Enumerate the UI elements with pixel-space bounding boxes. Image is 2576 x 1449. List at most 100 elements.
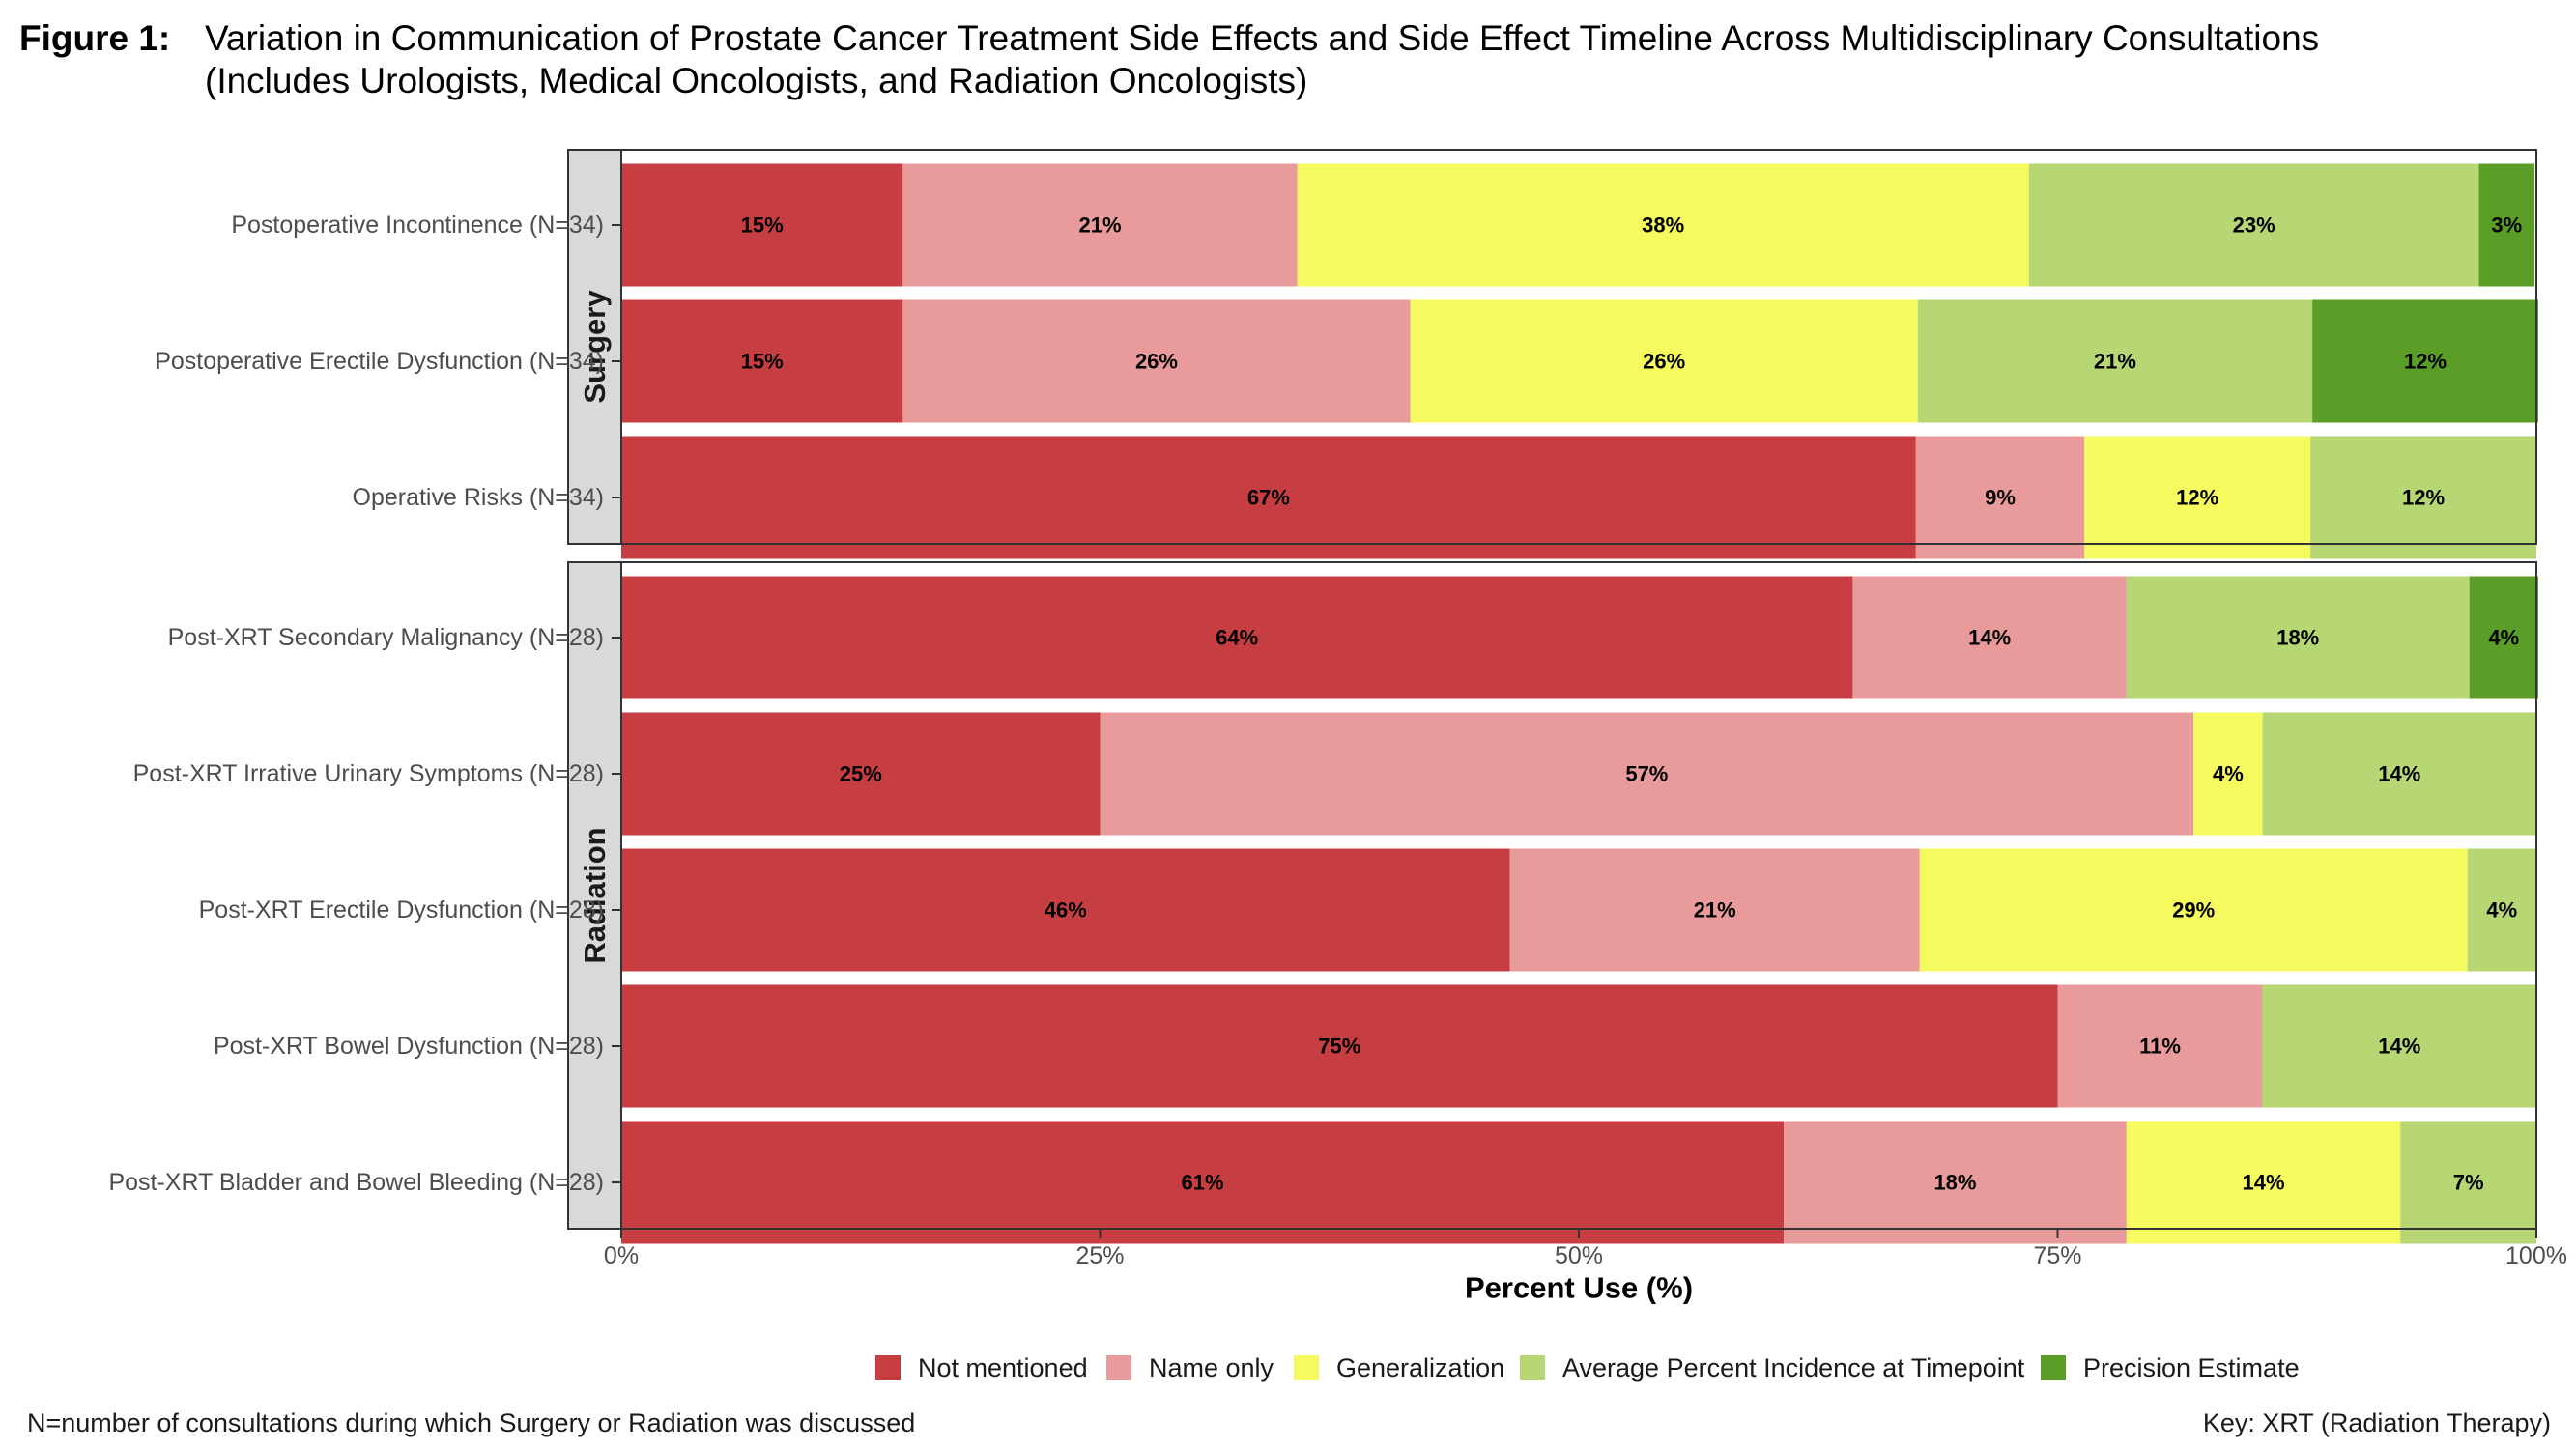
y-label-postoperative-incontinence-n-34: Postoperative Incontinence (N=34) [231, 212, 604, 239]
legend-item-name-only: Name only [1106, 1349, 1274, 1387]
bar-postoperative-erectile-dysfunction-n-34-not-mentioned [621, 299, 903, 423]
bar-operative-risks-n-34-generalization [2084, 436, 2311, 559]
data-label-post-xrt-erectile-dysfunction-n-28-average-percent-incidence-at-timepoint: 4% [2486, 898, 2517, 923]
data-label-post-xrt-bladder-and-bowel-bleeding-n-28-generalization: 14% [2243, 1171, 2285, 1195]
data-label-post-xrt-erectile-dysfunction-n-28-not-mentioned: 46% [1045, 898, 1087, 923]
bar-postoperative-incontinence-n-34-not-mentioned [621, 163, 903, 287]
footnote-key: Key: XRT (Radiation Therapy) [2202, 1408, 2551, 1437]
bar-post-xrt-bladder-and-bowel-bleeding-n-28-generalization [2126, 1121, 2401, 1244]
data-label-post-xrt-irrative-urinary-symptoms-n-28-average-percent-incidence-at-timepoint: 14% [2378, 762, 2420, 786]
chart-legend: Not mentioned Name only Generalization Aver… [0, 1349, 2576, 1387]
data-label-post-xrt-secondary-malignancy-n-28-not-mentioned: 64% [1216, 626, 1258, 650]
bar-post-xrt-irrative-urinary-symptoms-n-28-not-mentioned [621, 712, 1101, 836]
bar-post-xrt-erectile-dysfunction-n-28-generalization [1919, 848, 2468, 972]
legend-label-precision-estimate: Precision Estimate [2083, 1352, 2300, 1382]
bar-post-xrt-secondary-malignancy-n-28-average-percent-incidence-at-timepoint [2126, 576, 2470, 699]
y-label-post-xrt-secondary-malignancy-n-28: Post-XRT Secondary Malignancy (N=28) [168, 624, 604, 651]
data-label-post-xrt-irrative-urinary-symptoms-n-28-not-mentioned: 25% [840, 762, 882, 786]
data-label-postoperative-incontinence-n-34-average-percent-incidence-at-timepoint: 23% [2233, 213, 2275, 238]
bar-post-xrt-erectile-dysfunction-n-28-average-percent-incidence-at-timepoint [2467, 848, 2536, 972]
y-label-post-xrt-irrative-urinary-symptoms-n-28: Post-XRT Irrative Urinary Symptoms (N=28… [133, 760, 604, 787]
figure-title-line-1: Variation in Communication of Prostate C… [205, 18, 2320, 58]
legend-swatch-not-mentioned [875, 1355, 901, 1380]
data-label-post-xrt-bladder-and-bowel-bleeding-n-28-not-mentioned: 61% [1182, 1171, 1224, 1195]
data-label-post-xrt-secondary-malignancy-n-28-average-percent-incidence-at-timepoint: 18% [2276, 626, 2319, 650]
bar-post-xrt-secondary-malignancy-n-28-precision-estimate [2469, 576, 2538, 699]
data-label-postoperative-erectile-dysfunction-n-34-generalization: 26% [1643, 350, 1685, 374]
panel-border-surgery [620, 149, 2537, 545]
legend-swatch-name-only [1106, 1355, 1131, 1380]
legend-swatch-average-percent-incidence-at-timepoint [1520, 1355, 1545, 1380]
facet-label-radiation: Radiation [578, 827, 612, 963]
data-label-postoperative-erectile-dysfunction-n-34-average-percent-incidence-at-timepoint: 21% [2094, 350, 2136, 374]
bar-postoperative-erectile-dysfunction-n-34-average-percent-incidence-at-timepoint [1917, 299, 2313, 423]
y-label-post-xrt-erectile-dysfunction-n-28: Post-XRT Erectile Dysfunction (N=28) [199, 896, 604, 923]
facet-strip-radiation [567, 561, 622, 1230]
x-tick-label-3: 75% [2033, 1242, 2081, 1269]
bar-postoperative-incontinence-n-34-generalization [1297, 163, 2029, 287]
y-label-post-xrt-bowel-dysfunction-n-28: Post-XRT Bowel Dysfunction (N=28) [214, 1033, 604, 1060]
x-tick-label-0: 0% [604, 1242, 639, 1269]
x-tick-label-2: 50% [1555, 1242, 1603, 1269]
y-label-postoperative-erectile-dysfunction-n-34: Postoperative Erectile Dysfunction (N=34… [155, 348, 604, 375]
facet-label-surgery: Surgery [578, 290, 612, 404]
legend-label-generalization: Generalization [1336, 1352, 1505, 1382]
data-label-postoperative-incontinence-n-34-name-only: 21% [1078, 213, 1121, 238]
data-label-post-xrt-irrative-urinary-symptoms-n-28-name-only: 57% [1625, 762, 1668, 786]
legend-swatch-generalization [1294, 1355, 1319, 1380]
bar-post-xrt-bowel-dysfunction-n-28-not-mentioned [621, 984, 2058, 1108]
data-label-post-xrt-erectile-dysfunction-n-28-generalization: 29% [2172, 898, 2215, 923]
bar-postoperative-erectile-dysfunction-n-34-precision-estimate [2312, 299, 2538, 423]
data-label-operative-risks-n-34-generalization: 12% [2176, 486, 2218, 510]
bar-postoperative-erectile-dysfunction-n-34-name-only [902, 299, 1411, 423]
bar-postoperative-incontinence-n-34-name-only [902, 163, 1298, 287]
bar-post-xrt-irrative-urinary-symptoms-n-28-name-only [1100, 712, 2194, 836]
data-label-post-xrt-bladder-and-bowel-bleeding-n-28-average-percent-incidence-at-timepoint: 7% [2453, 1171, 2484, 1195]
bar-post-xrt-erectile-dysfunction-n-28-name-only [1509, 848, 1920, 972]
bar-operative-risks-n-34-not-mentioned [621, 436, 1916, 559]
data-label-post-xrt-irrative-urinary-symptoms-n-28-generalization: 4% [2213, 762, 2244, 786]
bar-postoperative-incontinence-n-34-average-percent-incidence-at-timepoint [2028, 163, 2479, 287]
data-label-post-xrt-bowel-dysfunction-n-28-name-only: 11% [2139, 1035, 2181, 1059]
data-label-postoperative-incontinence-n-34-generalization: 38% [1642, 213, 1684, 238]
bar-operative-risks-n-34-average-percent-incidence-at-timepoint [2310, 436, 2536, 559]
data-label-post-xrt-bowel-dysfunction-n-28-average-percent-incidence-at-timepoint: 14% [2378, 1035, 2420, 1059]
legend-item-not-mentioned: Not mentioned [875, 1349, 1088, 1387]
legend-label-average-percent-incidence-at-timepoint: Average Percent Incidence at Timepoint [1562, 1352, 2025, 1382]
bar-post-xrt-secondary-malignancy-n-28-not-mentioned [621, 576, 1853, 699]
footnote-n-definition: N=number of consultations during which S… [27, 1408, 916, 1437]
bar-post-xrt-secondary-malignancy-n-28-name-only [1852, 576, 2127, 699]
bar-post-xrt-bowel-dysfunction-n-28-name-only [2057, 984, 2263, 1108]
data-label-post-xrt-secondary-malignancy-n-28-precision-estimate: 4% [2488, 626, 2519, 650]
bar-post-xrt-erectile-dysfunction-n-28-not-mentioned [621, 848, 1510, 972]
bar-operative-risks-n-34-name-only [1915, 436, 2085, 559]
data-label-post-xrt-bowel-dysfunction-n-28-not-mentioned: 75% [1318, 1035, 1360, 1059]
bar-post-xrt-irrative-urinary-symptoms-n-28-average-percent-incidence-at-timepoint [2262, 712, 2536, 836]
legend-swatch-precision-estimate [2041, 1355, 2066, 1380]
bar-postoperative-incontinence-n-34-precision-estimate [2478, 163, 2535, 287]
x-tick-label-4: 100% [2505, 1242, 2567, 1269]
legend-item-average-percent-incidence-at-timepoint: Average Percent Incidence at Timepoint [1520, 1349, 2024, 1387]
bar-post-xrt-bowel-dysfunction-n-28-average-percent-incidence-at-timepoint [2262, 984, 2536, 1108]
bar-post-xrt-irrative-urinary-symptoms-n-28-generalization [2193, 712, 2263, 836]
data-label-post-xrt-secondary-malignancy-n-28-name-only: 14% [1968, 626, 2011, 650]
legend-item-precision-estimate: Precision Estimate [2041, 1349, 2300, 1387]
data-label-post-xrt-erectile-dysfunction-n-28-name-only: 21% [1694, 898, 1736, 923]
data-label-postoperative-erectile-dysfunction-n-34-not-mentioned: 15% [741, 350, 784, 374]
figure-title-line-2: (Includes Urologists, Medical Oncologist… [205, 61, 1308, 100]
data-label-operative-risks-n-34-average-percent-incidence-at-timepoint: 12% [2402, 486, 2445, 510]
data-label-postoperative-incontinence-n-34-not-mentioned: 15% [741, 213, 784, 238]
legend-item-generalization: Generalization [1294, 1349, 1504, 1387]
y-label-operative-risks-n-34: Operative Risks (N=34) [353, 484, 605, 511]
data-label-postoperative-incontinence-n-34-precision-estimate: 3% [2491, 213, 2522, 238]
x-axis-title: Percent Use (%) [1465, 1271, 1693, 1305]
data-label-postoperative-erectile-dysfunction-n-34-precision-estimate: 12% [2404, 350, 2447, 374]
legend-label-not-mentioned: Not mentioned [918, 1352, 1088, 1382]
data-label-postoperative-erectile-dysfunction-n-34-name-only: 26% [1135, 350, 1178, 374]
legend-label-name-only: Name only [1149, 1352, 1274, 1382]
bar-post-xrt-bladder-and-bowel-bleeding-n-28-average-percent-incidence-at-timepoint [2400, 1121, 2536, 1244]
bar-post-xrt-bladder-and-bowel-bleeding-n-28-not-mentioned [621, 1121, 1785, 1244]
x-tick-label-1: 25% [1075, 1242, 1124, 1269]
y-label-post-xrt-bladder-and-bowel-bleeding-n-28: Post-XRT Bladder and Bowel Bleeding (N=2… [108, 1169, 604, 1196]
